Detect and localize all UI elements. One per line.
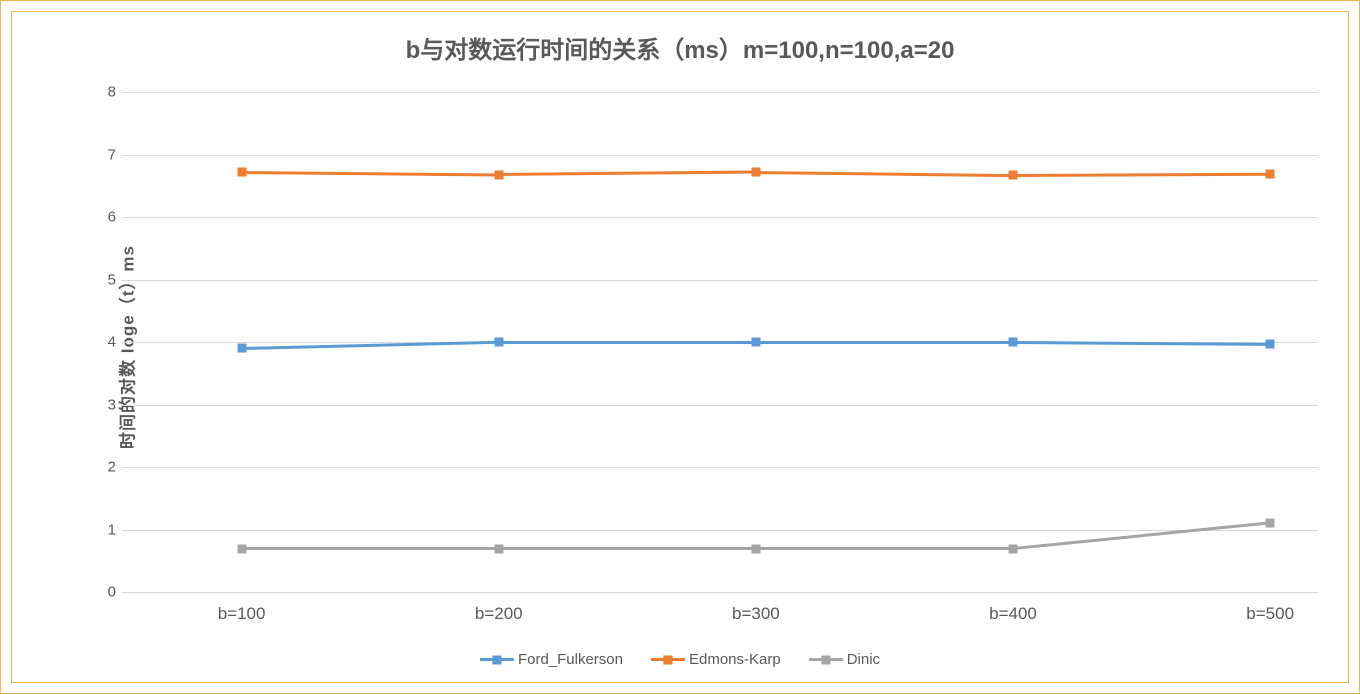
chart-inner: b与对数运行时间的关系（ms）m=100,n=100,a=20 时间的对数 lo… (11, 11, 1349, 683)
y-tick-label: 3 (92, 396, 116, 413)
marker-Edmons-Karp (494, 170, 503, 179)
y-tick-label: 1 (92, 521, 116, 538)
legend: Ford_Fulkerson Edmons-Karp Dinic (480, 651, 880, 668)
legend-item-Dinic: Dinic (809, 651, 880, 668)
marker-Dinic (751, 544, 760, 553)
series-line-Dinic (499, 547, 756, 550)
plot-area: 012345678b=100b=200b=300b=400b=500 (122, 92, 1318, 592)
marker-Ford_Fulkerson (1266, 339, 1275, 348)
legend-swatch (480, 658, 514, 661)
legend-item-Ford_Fulkerson: Ford_Fulkerson (480, 651, 623, 668)
series-line-Dinic (242, 547, 499, 550)
legend-marker (821, 655, 830, 664)
legend-marker (663, 655, 672, 664)
grid-line (122, 217, 1318, 218)
grid-line (122, 92, 1318, 93)
series-line-Dinic (756, 547, 1013, 550)
marker-Dinic (1266, 519, 1275, 528)
y-tick-label: 2 (92, 459, 116, 476)
legend-marker (492, 655, 501, 664)
series-line-Edmons-Karp (242, 171, 499, 176)
legend-swatch (651, 658, 685, 661)
series-line-Ford_Fulkerson (499, 341, 756, 344)
marker-Ford_Fulkerson (751, 338, 760, 347)
marker-Ford_Fulkerson (1009, 338, 1018, 347)
series-line-Edmons-Karp (756, 171, 1013, 177)
series-line-Edmons-Karp (499, 171, 756, 176)
x-tick-label: b=200 (475, 604, 523, 624)
y-tick-label: 4 (92, 334, 116, 351)
series-line-Dinic (1013, 522, 1270, 551)
marker-Ford_Fulkerson (237, 344, 246, 353)
y-tick-label: 6 (92, 209, 116, 226)
grid-line (122, 530, 1318, 531)
y-tick-label: 0 (92, 584, 116, 601)
marker-Edmons-Karp (237, 168, 246, 177)
y-tick-label: 8 (92, 84, 116, 101)
x-tick-label: b=400 (989, 604, 1037, 624)
marker-Dinic (237, 544, 246, 553)
marker-Edmons-Karp (1009, 171, 1018, 180)
marker-Dinic (1009, 544, 1018, 553)
legend-swatch (809, 658, 843, 661)
legend-item-Edmons-Karp: Edmons-Karp (651, 651, 781, 668)
y-tick-label: 7 (92, 146, 116, 163)
marker-Edmons-Karp (1266, 169, 1275, 178)
x-tick-label: b=500 (1246, 604, 1294, 624)
grid-line (122, 155, 1318, 156)
y-tick-label: 5 (92, 271, 116, 288)
marker-Ford_Fulkerson (494, 338, 503, 347)
grid-line (122, 405, 1318, 406)
chart-outer: b与对数运行时间的关系（ms）m=100,n=100,a=20 时间的对数 lo… (0, 0, 1360, 694)
grid-line (122, 280, 1318, 281)
marker-Edmons-Karp (751, 168, 760, 177)
x-tick-label: b=300 (732, 604, 780, 624)
legend-label: Dinic (847, 651, 880, 668)
grid-line (122, 467, 1318, 468)
series-line-Edmons-Karp (1013, 172, 1270, 176)
legend-label: Edmons-Karp (689, 651, 781, 668)
legend-label: Ford_Fulkerson (518, 651, 623, 668)
chart-title: b与对数运行时间的关系（ms）m=100,n=100,a=20 (12, 12, 1348, 75)
marker-Dinic (494, 544, 503, 553)
series-line-Ford_Fulkerson (756, 341, 1013, 344)
grid-line (122, 592, 1318, 593)
x-tick-label: b=100 (218, 604, 266, 624)
